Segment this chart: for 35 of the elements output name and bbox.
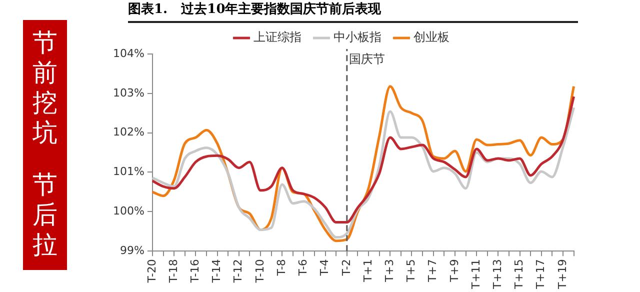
x-tick-label: T+19 [556, 259, 569, 290]
x-tick-label: T+9 [448, 259, 461, 284]
line-series [151, 95, 576, 224]
y-tick-label: 102% [112, 126, 144, 139]
x-tick-label: T-12 [232, 259, 245, 284]
y-tick-label: 100% [112, 204, 144, 218]
line-series [151, 106, 576, 239]
y-tick-label: 99% [120, 244, 144, 257]
legend-label: 上证综指 [254, 30, 302, 44]
x-tick-label: T-10 [253, 259, 266, 284]
x-tick-label: T+3 [382, 259, 396, 284]
x-tick-label: T-18 [166, 259, 180, 284]
x-tick-label: T-14 [210, 259, 224, 284]
x-tick-label: T-16 [188, 259, 202, 284]
legend-label: 创业板 [414, 30, 450, 44]
chart-title: 图表1. 过去10年主要指数国庆节前后表现 [128, 0, 578, 23]
x-tick-label: T+11 [469, 259, 482, 290]
legend-label: 中小板指 [334, 30, 382, 44]
text: 节后拉 [32, 170, 58, 260]
x-tick-label: T-2 [340, 259, 353, 277]
x-tick-label: T+17 [534, 259, 548, 290]
y-tick-label: 103% [112, 86, 144, 100]
y-tick-label: 104% [112, 46, 144, 60]
x-tick-label: T-6 [296, 259, 310, 277]
x-tick-label: T+7 [426, 259, 440, 284]
x-tick-label: T+1 [361, 259, 374, 284]
x-tick-label: T-8 [274, 259, 288, 277]
x-tick-label: T-20 [145, 259, 158, 284]
x-tick-label: T-4 [318, 259, 332, 277]
x-tick-label: T+13 [491, 259, 504, 290]
text: 节前挖坑 [32, 28, 58, 148]
y-tick-label: 101% [112, 165, 144, 178]
ref-line-label: 国庆节 [348, 52, 385, 66]
x-tick-label: T+5 [404, 259, 418, 284]
x-tick-label: T+15 [512, 259, 526, 290]
